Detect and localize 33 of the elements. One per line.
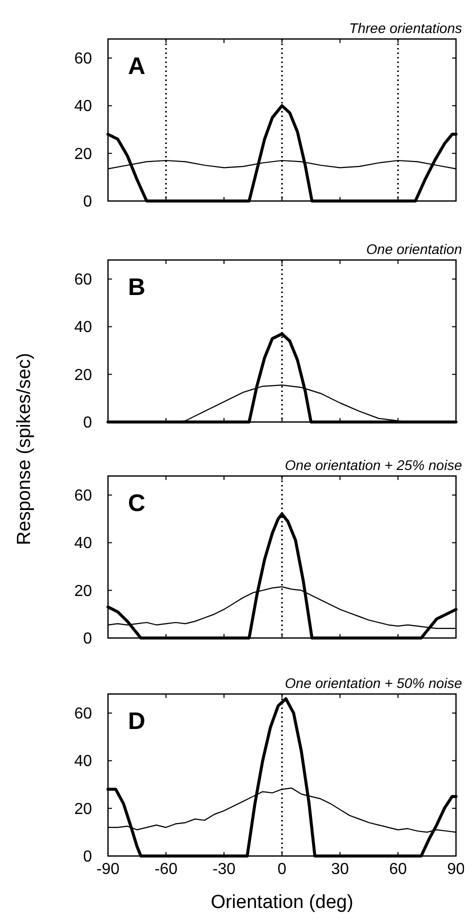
y-tick-label: 0 — [83, 848, 92, 866]
y-tick-label: 0 — [83, 414, 92, 432]
chart-title: One orientation + 50% noise — [284, 675, 462, 691]
annotation: D — [128, 708, 146, 735]
y-tick-label: 60 — [74, 50, 92, 68]
x-tick-label: -90 — [96, 861, 120, 878]
x-tick-label: 0 — [278, 861, 287, 878]
x-tick-label: -30 — [212, 861, 236, 878]
y-tick-label: 40 — [74, 753, 92, 770]
y-tick-label: 20 — [74, 366, 92, 384]
y-tick-label: 40 — [74, 319, 92, 336]
y-tick-label: 60 — [74, 488, 92, 505]
x-tick-label: 60 — [389, 861, 407, 878]
chart-title: One orientation — [366, 241, 462, 257]
y-tick-label: 60 — [74, 272, 92, 289]
annotation: C — [128, 490, 146, 517]
y-tick-label: 0 — [83, 194, 92, 210]
y-tick-label: 20 — [74, 800, 92, 818]
x-tick-label: -60 — [154, 861, 178, 878]
chart-title: One orientation + 25% noise — [284, 457, 462, 473]
y-tick-label: 40 — [74, 535, 92, 552]
y-tick-label: 20 — [74, 582, 92, 600]
annotation: A — [128, 53, 146, 80]
x-tick-label: 90 — [447, 861, 465, 878]
y-tick-label: 0 — [83, 630, 92, 648]
y-tick-label: 40 — [74, 98, 92, 116]
y-tick-label: 20 — [74, 146, 92, 163]
y-axis-title: Response (spikes/sec) — [14, 352, 35, 546]
chart-title: Three orientations — [349, 20, 462, 36]
x-axis-title: Orientation (deg) — [210, 892, 354, 913]
x-tick-label: 30 — [331, 861, 349, 878]
annotation: B — [128, 274, 146, 301]
y-tick-label: 60 — [74, 706, 92, 723]
